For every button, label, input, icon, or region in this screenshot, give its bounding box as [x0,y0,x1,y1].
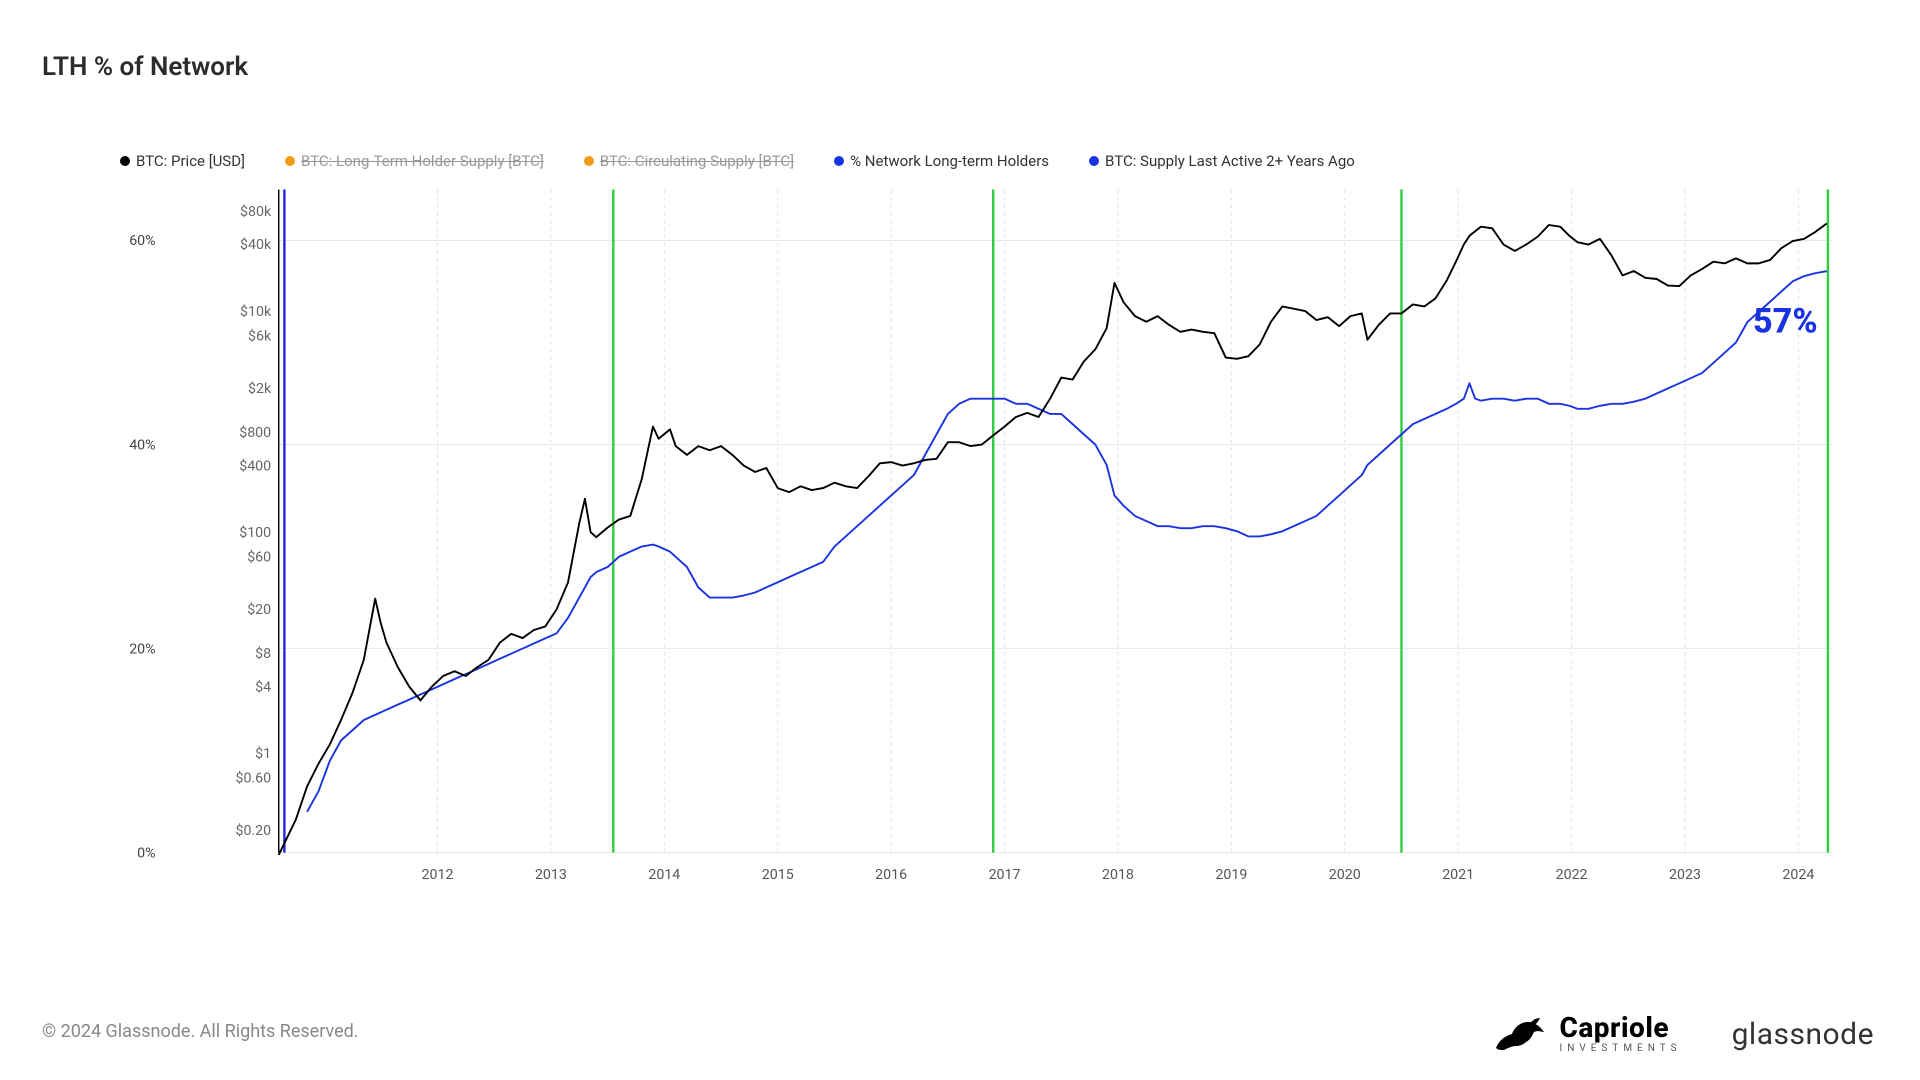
copyright-text: © 2024 Glassnode. All Rights Reserved. [42,1021,359,1042]
x-tick: 2012 [422,867,454,883]
y-left-tick: 20% [129,641,155,657]
y-price-tick: $800 [239,424,271,441]
legend-item[interactable]: BTC: Supply Last Active 2+ Years Ago [1089,152,1355,170]
y-price-tick: $400 [239,457,271,474]
x-tick: 2021 [1442,867,1474,883]
y-price-tick: $1 [255,745,271,762]
glassnode-brand: glassnode [1732,1017,1874,1052]
x-tick: 2017 [989,867,1021,883]
y-price-tick: $80k [240,203,272,220]
y-left-tick: 40% [129,437,155,453]
x-tick: 2022 [1556,867,1588,883]
legend-dot-icon [120,156,130,166]
y-left-tick: 60% [129,233,155,249]
price-line [279,223,1827,854]
chart-title: LTH % of Network [42,52,248,82]
pct-line [307,271,1827,812]
legend-label: BTC: Long-Term Holder Supply [BTC] [301,152,544,170]
capriole-sub: INVESTMENTS [1560,1044,1682,1054]
legend-label: % Network Long-term Holders [850,152,1049,170]
y-price-tick: $20 [247,601,271,618]
x-tick: 2015 [762,867,794,883]
legend-item[interactable]: % Network Long-term Holders [834,152,1049,170]
y-left-tick: 0% [137,845,155,861]
legend-label: BTC: Circulating Supply [BTC] [600,152,794,170]
x-tick: 2020 [1329,867,1361,883]
y-price-tick: $60 [247,548,271,565]
chart-legend: BTC: Price [USD] BTC: Long-Term Holder Su… [120,152,1355,170]
y-price-tick: $8 [255,645,271,662]
x-tick: 2013 [535,867,567,883]
y-price-tick: $6k [248,327,272,344]
legend-item[interactable]: BTC: Circulating Supply [BTC] [584,152,794,170]
legend-dot-icon [834,156,844,166]
y-price-tick: $40k [240,236,272,253]
x-tick: 2023 [1669,867,1701,883]
legend-dot-icon [584,156,594,166]
chart-svg: 0% 20% 40% 60% $0.20 $0.60 $1 $4 $8 $20 $60 $100 $40… [60,180,1892,900]
x-tick: 2018 [1102,867,1134,883]
brand-row: Capriole INVESTMENTS glassnode [1490,1014,1874,1054]
y-price-tick: $0.60 [235,769,271,786]
y-price-tick: $0.20 [235,822,271,839]
y-price-tick: $2k [248,380,272,397]
x-tick: 2024 [1782,867,1814,883]
x-tick: 2014 [648,867,680,883]
x-tick: 2016 [875,867,907,883]
x-tick: 2019 [1215,867,1247,883]
y-price-tick: $100 [239,524,271,541]
legend-label: BTC: Price [USD] [136,152,245,170]
legend-item[interactable]: BTC: Long-Term Holder Supply [BTC] [285,152,544,170]
legend-label: BTC: Supply Last Active 2+ Years Ago [1105,152,1355,170]
capriole-name: Capriole [1560,1014,1682,1042]
y-price-tick: $4 [255,678,271,695]
chart-area: 0% 20% 40% 60% $0.20 $0.60 $1 $4 $8 $20 $60 $100 $40… [60,180,1892,900]
legend-dot-icon [1089,156,1099,166]
y-price-tick: $10k [240,303,272,320]
capriole-brand: Capriole INVESTMENTS [1490,1014,1682,1054]
legend-dot-icon [285,156,295,166]
legend-item[interactable]: BTC: Price [USD] [120,152,245,170]
horse-icon [1490,1014,1550,1054]
